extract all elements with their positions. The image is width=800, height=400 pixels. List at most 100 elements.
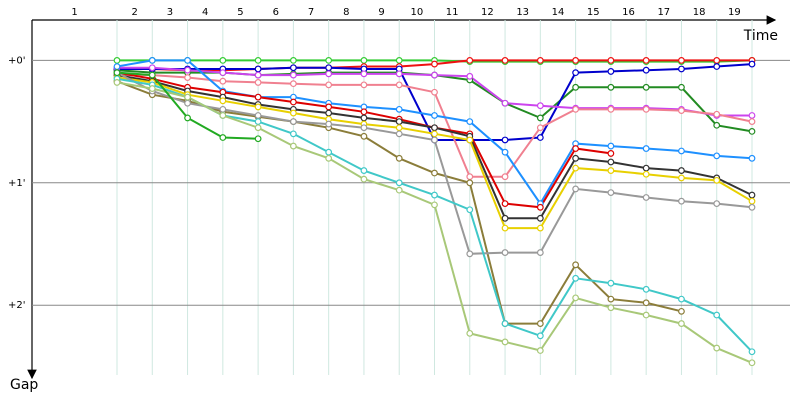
data-point [713,344,721,352]
data-point [360,108,368,116]
data-point [607,158,615,166]
data-point [607,142,615,150]
x-axis-title: Time [743,28,778,44]
data-point [466,173,474,181]
data-point [607,279,615,287]
data-point [325,56,333,64]
data-point [360,114,368,122]
data-point [713,56,721,64]
data-point [501,173,509,181]
data-point [254,71,262,79]
data-point [184,66,191,74]
x-tick-label: 14 [552,7,565,18]
data-point [325,109,333,117]
data-point [148,85,156,92]
data-point [289,142,297,150]
data-point [395,130,403,138]
data-point [254,103,262,111]
data-point [536,224,544,232]
data-point [325,81,333,89]
data-point [360,81,368,89]
data-point [748,154,756,162]
data-point [536,114,544,122]
data-point [501,99,509,107]
data-point [254,93,262,101]
data-point [466,136,474,144]
data-point [748,118,756,126]
y-tick-label: +0' [8,55,26,66]
data-point [501,320,509,327]
data-point [431,191,438,199]
data-point [254,124,262,132]
data-point [642,311,650,319]
x-tick-label: 7 [308,7,314,18]
data-point [572,145,580,152]
x-tick-label: 8 [343,7,349,18]
data-point [431,201,438,209]
data-point [572,164,580,172]
data-point [360,124,368,132]
data-point [678,174,685,182]
data-point [219,69,227,77]
x-tick-label: 10 [410,7,423,18]
data-point [254,79,262,86]
data-point [501,214,509,222]
data-point [501,200,509,208]
data-point [572,154,580,162]
data-point [501,224,509,232]
data-point [325,103,333,111]
y-tick-label: +1' [8,178,26,189]
data-point [289,98,297,106]
data-point [748,197,756,205]
x-tick-label: 3 [167,7,173,18]
data-point [184,56,191,64]
data-point [607,167,615,174]
data-point [431,136,438,144]
data-point [360,56,368,64]
data-point [713,311,721,319]
data-point [289,56,297,64]
data-point [536,102,544,110]
data-point [501,148,509,156]
data-point [466,250,474,258]
data-point [466,206,474,214]
data-point [466,72,474,80]
data-point [501,56,509,64]
data-point [713,121,721,129]
data-point [184,99,191,107]
data-point [219,105,227,113]
data-point [642,299,650,307]
data-point [713,176,721,184]
x-tick-label: 4 [202,7,208,18]
data-point [431,169,438,177]
data-point [607,56,615,64]
data-point [678,167,685,174]
data-point [395,186,403,194]
data-point [501,338,509,346]
data-point [678,83,685,91]
data-point [431,71,438,79]
data-point [395,105,403,113]
x-tick-label: 9 [378,7,384,18]
x-tick-label: 11 [446,7,459,18]
data-point [148,64,156,72]
data-point [254,118,262,126]
x-tick-label: 16 [622,7,635,18]
data-point [219,97,227,105]
data-point [184,93,191,101]
data-point [325,120,333,128]
data-point [184,114,191,122]
data-point [572,83,580,91]
data-point [431,112,438,119]
data-point [748,191,756,199]
data-point [642,145,650,152]
data-point [536,214,544,222]
data-point [289,71,297,79]
data-point [395,56,403,64]
data-point [678,107,685,114]
data-point [466,56,474,64]
x-tick-label: 15 [587,7,600,18]
data-point [607,83,615,91]
data-point [360,175,368,183]
